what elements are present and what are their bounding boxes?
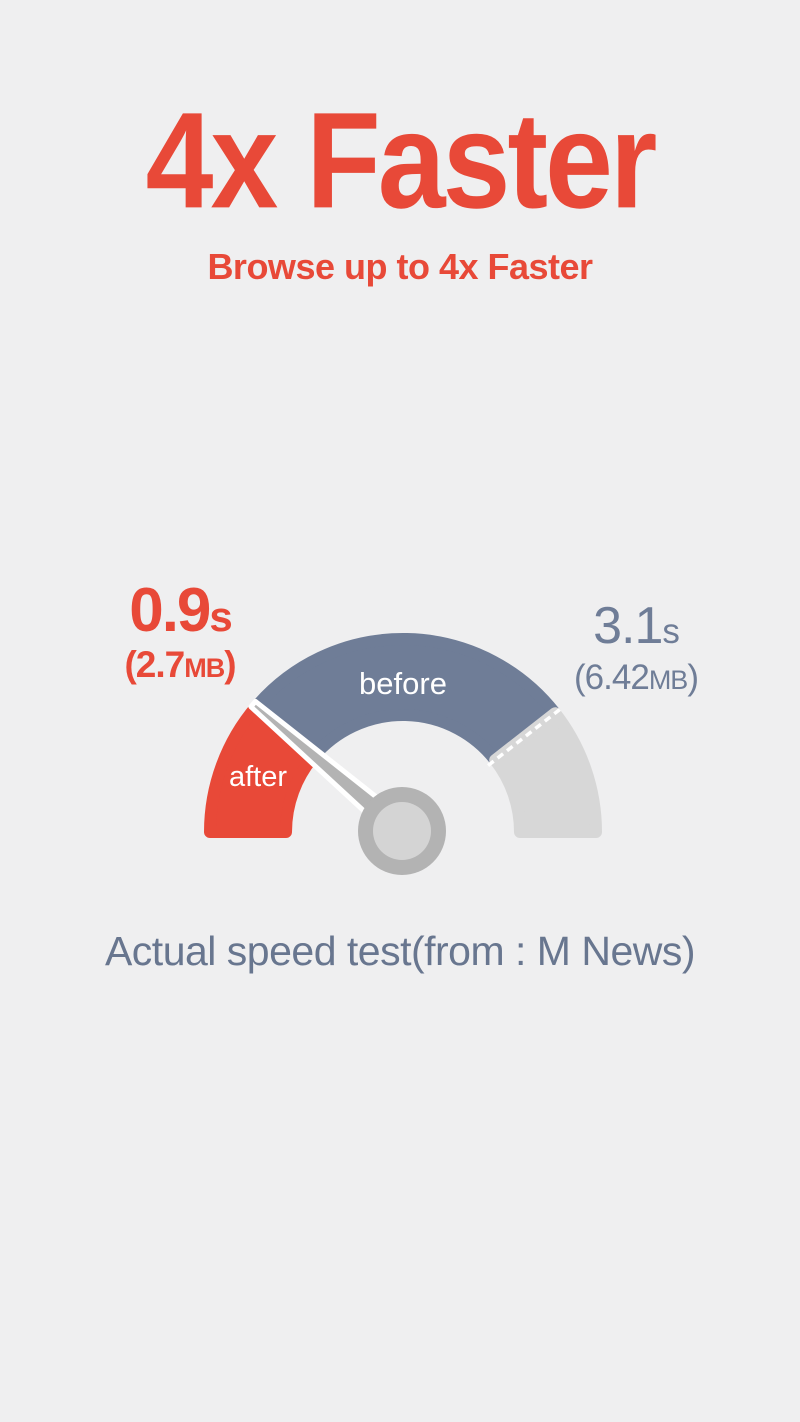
before-time: 3.1s — [511, 600, 761, 658]
before-size: (6.42MB) — [511, 658, 761, 700]
after-size: (2.7MB) — [55, 646, 305, 687]
after-time-value: 0.9 — [129, 576, 211, 645]
after-segment-label: after — [228, 761, 288, 793]
before-segment-label: before — [359, 666, 447, 701]
after-time-unit: s — [209, 593, 232, 640]
gauge-hub-inner — [373, 802, 431, 860]
before-size-value: (6.42 — [574, 658, 650, 697]
before-size-close: ) — [687, 658, 699, 697]
before-size-unit: MB — [648, 665, 688, 695]
before-time-unit: s — [662, 612, 679, 651]
after-stat: 0.9s (2.7MB) — [55, 580, 305, 687]
gauge-arc-remainder — [489, 707, 602, 838]
page-subtitle: Browse up to 4x Faster — [207, 246, 593, 287]
after-size-value: (2.7 — [124, 644, 185, 685]
after-size-close: ) — [224, 644, 236, 685]
after-time: 0.9s — [55, 580, 305, 646]
before-stat: 3.1s (6.42MB) — [511, 600, 761, 700]
gauge-dashed-separator — [487, 706, 564, 767]
speed-test-caption: Actual speed test(from : M News) — [104, 928, 696, 974]
page-title: 4x Faster — [145, 84, 658, 237]
after-size-unit: MB — [184, 653, 225, 683]
gauge-arc-before — [250, 633, 562, 767]
before-time-value: 3.1 — [593, 597, 663, 655]
